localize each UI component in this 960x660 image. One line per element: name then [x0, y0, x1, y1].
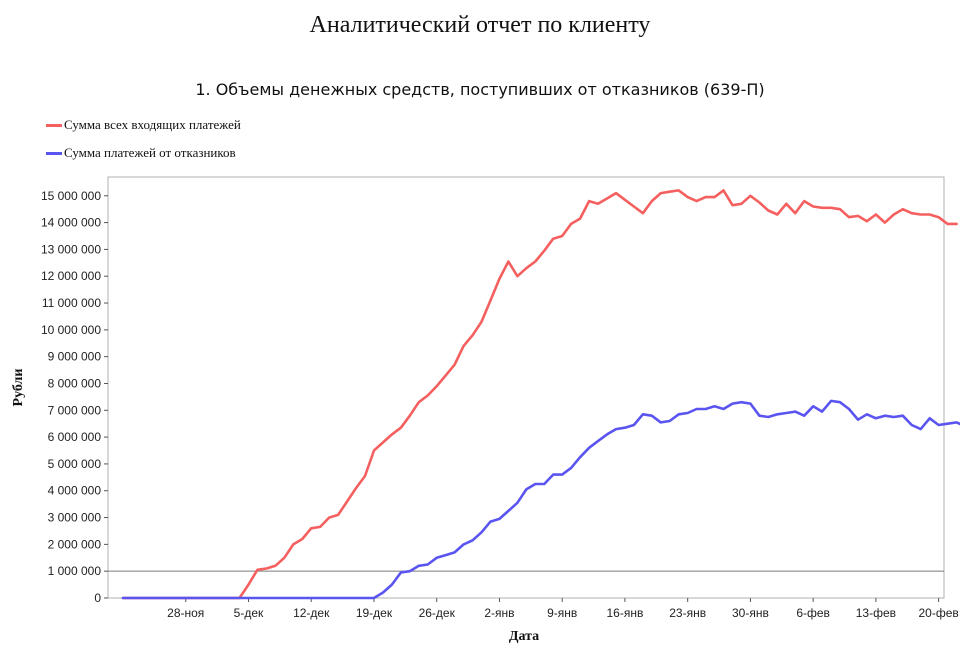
x-tick-label: 26-дек — [419, 606, 456, 620]
x-tick-label: 6-фев — [796, 606, 830, 620]
x-axis-title: Дата — [509, 629, 539, 644]
x-tick-label: 13-фев — [856, 606, 896, 620]
x-tick-label: 12-дек — [293, 606, 330, 620]
series-line-1 — [121, 399, 960, 600]
x-tick-label: 9-янв — [547, 606, 577, 620]
x-tick-label: 19-дек — [356, 606, 393, 620]
y-tick-label: 3 000 000 — [48, 511, 102, 525]
y-tick-label: 6 000 000 — [48, 430, 102, 444]
tick-labels: 0 1 000 000 2 000 000 3 000 000 4 000 000 5 0… — [11, 189, 959, 644]
x-tick-label: 28-ноя — [167, 606, 204, 620]
series-lines — [121, 189, 960, 600]
x-tick-label: 20-фев — [919, 606, 959, 620]
y-tick-label: 15 000 000 — [41, 189, 101, 203]
chart-legend: Сумма всех входящих платежей Сумма плате… — [46, 111, 241, 167]
y-axis-title: Рубли — [11, 369, 26, 407]
axes — [104, 176, 945, 602]
y-tick-label: 8 000 000 — [48, 376, 102, 390]
y-tick-label: 10 000 000 — [41, 323, 101, 337]
y-tick-label: 11 000 000 — [42, 296, 101, 310]
x-tick-label: 16-янв — [607, 606, 644, 620]
y-tick-label: 2 000 000 — [48, 537, 102, 551]
y-tick-label: 5 000 000 — [48, 457, 102, 471]
y-tick-label: 13 000 000 — [41, 242, 101, 256]
y-tick-label: 12 000 000 — [41, 269, 101, 283]
y-tick-label: 1 000 000 — [48, 564, 102, 578]
legend-item-refusers: Сумма платежей от отказников — [46, 139, 241, 167]
series-line-0 — [121, 189, 958, 600]
legend-swatch-refusers — [46, 151, 62, 155]
y-tick-label: 4 000 000 — [48, 484, 102, 498]
y-tick-label: 0 — [94, 591, 101, 605]
y-tick-label: 7 000 000 — [48, 403, 102, 417]
plot-area — [107, 176, 945, 599]
x-tick-label: 30-янв — [732, 606, 769, 620]
chart-title: 1. Объемы денежных средств, поступивших … — [195, 80, 765, 99]
legend-swatch-total — [46, 123, 62, 127]
x-tick-label: 2-янв — [484, 606, 514, 620]
y-tick-label: 9 000 000 — [48, 350, 102, 364]
y-tick-label: 14 000 000 — [41, 216, 101, 230]
report-title: Аналитический отчет по клиенту — [309, 12, 651, 38]
legend-label-total: Сумма всех входящих платежей — [64, 117, 241, 132]
legend-label-refusers: Сумма платежей от отказников — [64, 145, 236, 160]
x-tick-label: 5-дек — [234, 606, 264, 620]
x-tick-label: 23-янв — [669, 606, 706, 620]
legend-item-total: Сумма всех входящих платежей — [46, 111, 241, 139]
